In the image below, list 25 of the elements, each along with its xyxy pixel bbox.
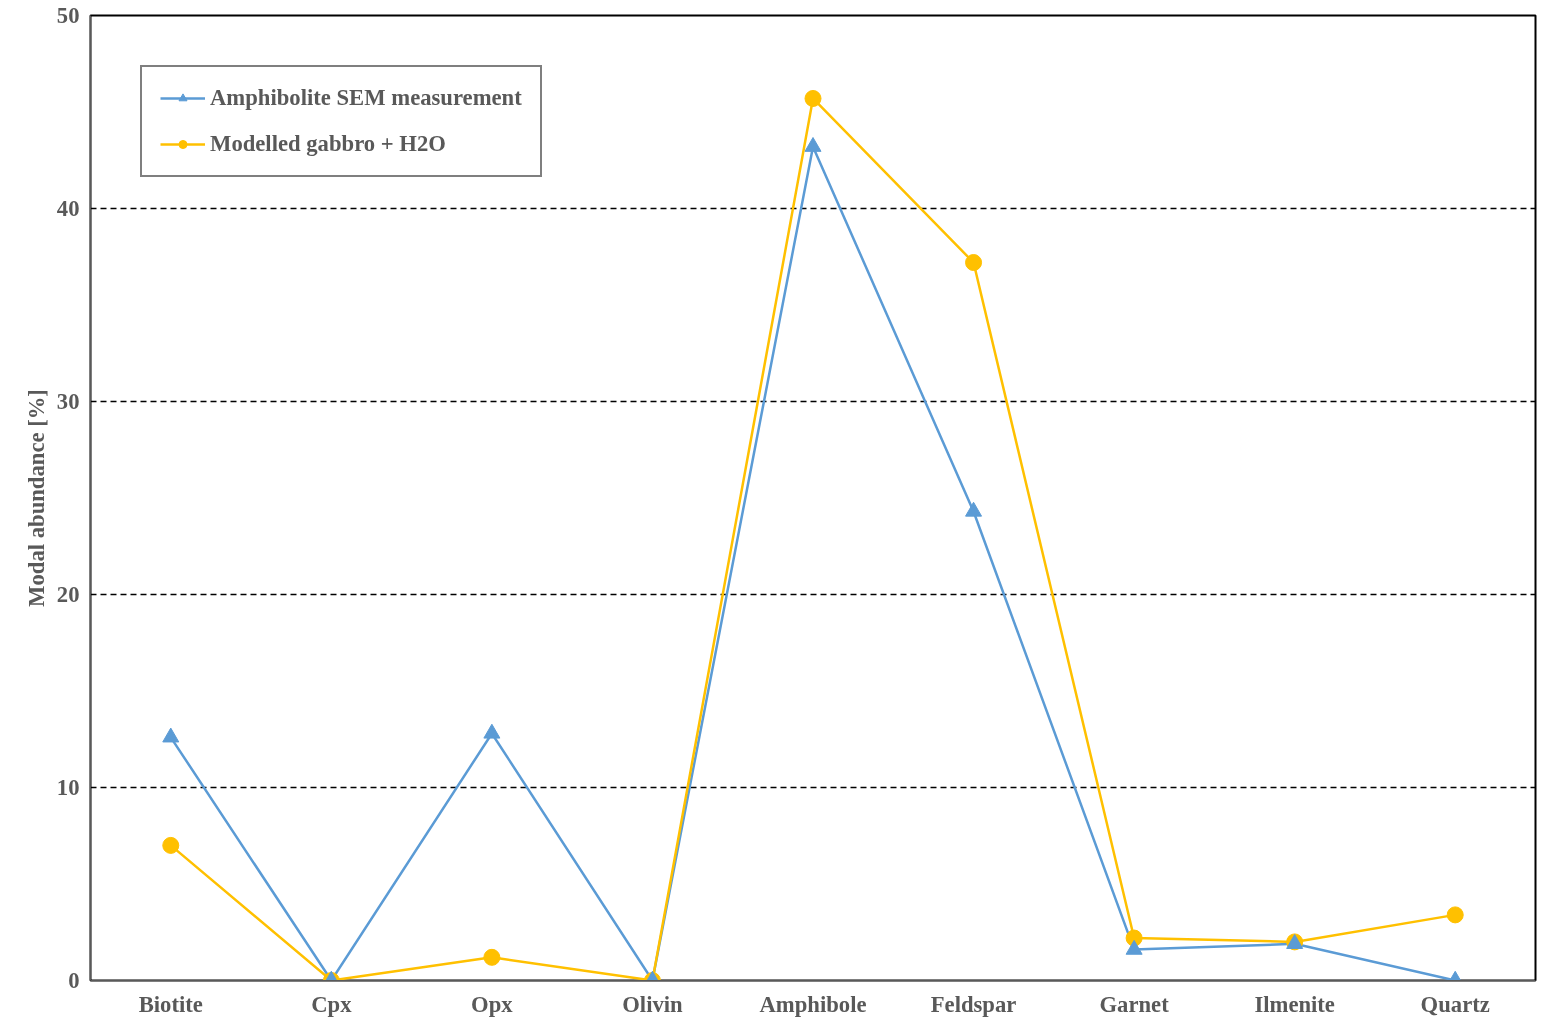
legend-label: Modelled gabbro + H2O — [210, 131, 446, 157]
point — [162, 727, 180, 743]
x-tick-label: Biotite — [138, 991, 203, 1017]
point — [965, 501, 983, 517]
y-axis-title: Modal abundance [%] — [23, 389, 49, 607]
y-tick-label: 20 — [56, 582, 80, 607]
y-tick-label: 30 — [56, 389, 80, 414]
legend-label: Amphibolite SEM measurement — [210, 85, 522, 111]
y-tick-label: 50 — [56, 3, 80, 28]
y-tick-label: 0 — [68, 968, 80, 993]
y-tick-label: 10 — [56, 775, 80, 800]
point — [965, 254, 983, 272]
x-tick-label: Cpx — [311, 991, 353, 1017]
point — [1125, 939, 1143, 955]
x-tick-label: Opx — [471, 991, 514, 1017]
x-tick-label: Quartz — [1420, 991, 1490, 1017]
point — [483, 723, 501, 739]
y-tick-label: 40 — [56, 196, 80, 221]
x-tick-label: Olivin — [622, 991, 684, 1017]
x-tick-label: Ilmenite — [1254, 991, 1335, 1017]
point — [804, 90, 822, 107]
x-tick-label: Feldspar — [930, 991, 1017, 1017]
x-tick-label: Garnet — [1099, 991, 1170, 1017]
x-tick-label: Amphibole — [759, 991, 867, 1017]
point — [804, 137, 822, 152]
